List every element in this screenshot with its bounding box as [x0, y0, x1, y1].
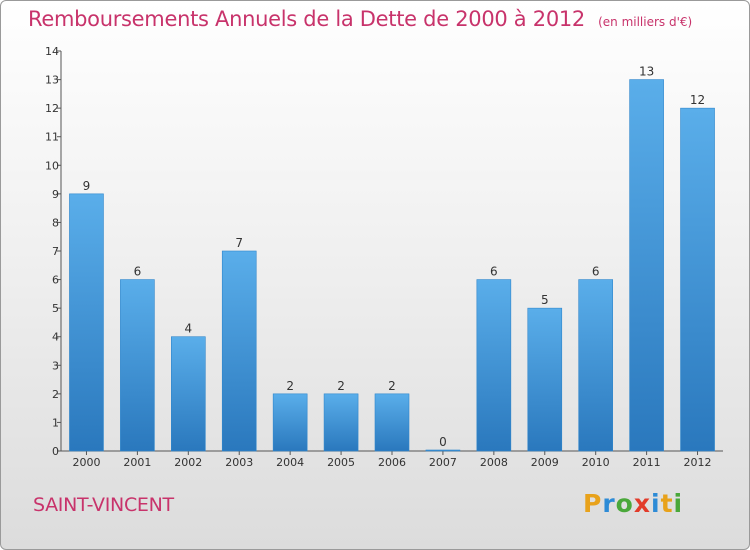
- logo-letter: P: [583, 489, 603, 518]
- bar-2003: [221, 250, 257, 452]
- logo-letter: x: [633, 489, 651, 518]
- y-tick-label: 5: [52, 302, 59, 315]
- y-tick-label: 1: [52, 416, 59, 429]
- y-tick-label: 14: [45, 45, 59, 58]
- bar-2009: [527, 307, 563, 452]
- y-tick-label: 2: [52, 388, 59, 401]
- bar-2006: [374, 393, 410, 452]
- bar-2002: [171, 336, 206, 452]
- proxiti-logo: Proxiti: [583, 489, 683, 518]
- chart-subtitle: (en milliers d'€): [598, 15, 693, 29]
- data-label: 7: [235, 236, 243, 250]
- y-tick-label: 6: [52, 274, 59, 287]
- data-label: 5: [541, 293, 549, 307]
- y-tick-label: 10: [45, 159, 59, 172]
- title-row: Remboursements Annuels de la Dette de 20…: [28, 7, 692, 31]
- data-label: 2: [286, 379, 294, 393]
- x-tick-label: 2010: [582, 456, 610, 469]
- y-tick-label: 8: [52, 216, 59, 229]
- bar-2001: [120, 279, 155, 452]
- data-label: 9: [83, 179, 91, 193]
- x-tick-label: 2001: [123, 456, 151, 469]
- y-tick-label: 13: [45, 74, 59, 87]
- y-tick-label: 11: [45, 131, 59, 144]
- bar-2000: [69, 193, 104, 452]
- y-tick-label: 12: [45, 102, 59, 115]
- bar-2004: [272, 393, 308, 452]
- data-label: 6: [592, 265, 600, 279]
- bar-2012: [680, 107, 715, 452]
- y-tick-label: 4: [52, 331, 59, 344]
- data-label: 2: [337, 379, 345, 393]
- data-label: 13: [639, 65, 654, 79]
- x-tick-label: 2009: [531, 456, 559, 469]
- x-tick-label: 2008: [480, 456, 508, 469]
- logo-letter: i: [651, 489, 661, 518]
- bar-2005: [323, 393, 359, 452]
- x-tick-label: 2012: [684, 456, 712, 469]
- x-tick-label: 2004: [276, 456, 304, 469]
- x-tick-label: 2007: [429, 456, 457, 469]
- data-label: 0: [439, 435, 447, 449]
- data-label: 6: [134, 265, 142, 279]
- logo-letter: r: [602, 489, 616, 518]
- data-label: 2: [388, 379, 396, 393]
- x-tick-label: 2011: [633, 456, 661, 469]
- y-tick-label: 3: [52, 359, 59, 372]
- y-tick-label: 9: [52, 188, 59, 201]
- bar-2007: [425, 449, 461, 452]
- y-tick-label: 0: [52, 445, 59, 458]
- bar-2011: [629, 79, 664, 452]
- chart-title: Remboursements Annuels de la Dette de 20…: [28, 7, 585, 31]
- logo-letter: i: [673, 489, 684, 518]
- y-tick-label: 7: [52, 245, 59, 258]
- commune-name: SAINT-VINCENT: [33, 494, 174, 516]
- logo-letter: t: [660, 489, 674, 518]
- bar-2010: [578, 279, 613, 452]
- data-label: 4: [184, 322, 192, 336]
- x-tick-label: 2006: [378, 456, 406, 469]
- logo-letter: o: [615, 489, 634, 518]
- x-tick-label: 2003: [225, 456, 253, 469]
- bar-2008: [476, 279, 512, 452]
- data-label: 12: [690, 93, 705, 107]
- x-tick-label: 2002: [174, 456, 202, 469]
- x-tick-label: 2005: [327, 456, 355, 469]
- x-tick-label: 2000: [72, 456, 100, 469]
- data-label: 6: [490, 265, 498, 279]
